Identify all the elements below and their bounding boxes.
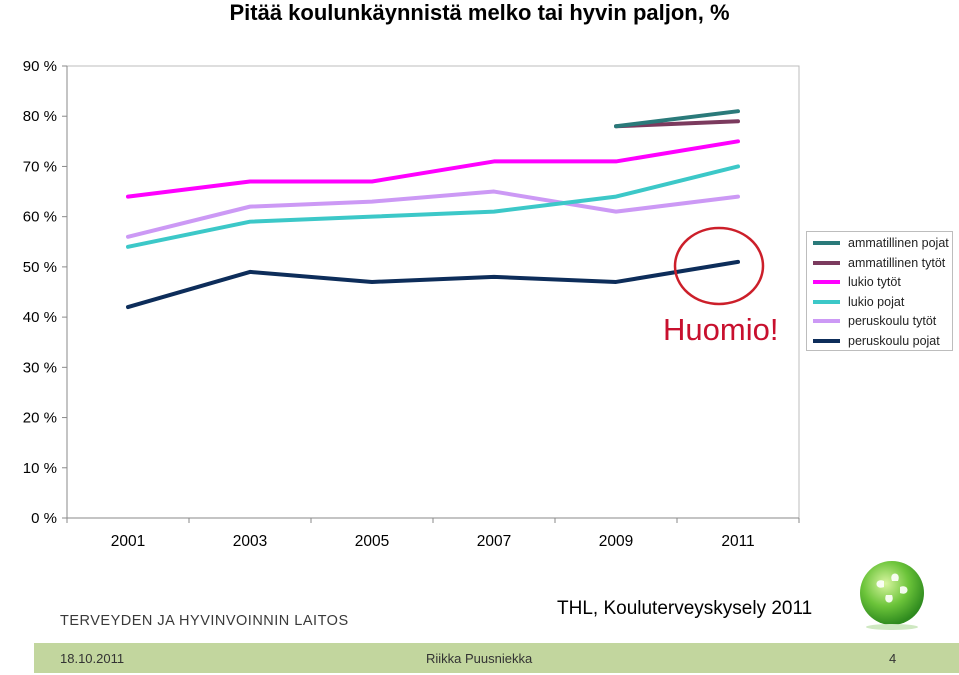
footer-author: Riikka Puusniekka bbox=[426, 651, 533, 666]
legend-swatch bbox=[813, 299, 840, 304]
annotation-text: Huomio! bbox=[663, 312, 779, 347]
legend-swatch bbox=[813, 260, 840, 265]
y-tick-label: 20 % bbox=[23, 410, 57, 427]
line-chart: 0 % 10 % 20 % 30 % 40 % 50 % 60 % 70 % 80 % 90 % 2… bbox=[23, 58, 800, 550]
chart-legend: ammatillinen pojat ammatillinen tytöt luki… bbox=[806, 231, 953, 351]
legend-label: peruskoulu tytöt bbox=[848, 314, 937, 329]
legend-item: peruskoulu tytöt bbox=[813, 312, 936, 330]
x-tick-label: 2005 bbox=[355, 533, 389, 550]
footer-bar: 18.10.2011 Riikka Puusniekka 4 bbox=[34, 643, 959, 673]
y-tick-label: 90 % bbox=[23, 58, 57, 75]
series-line bbox=[614, 109, 740, 129]
series-line bbox=[126, 189, 740, 239]
legend-label: lukio pojat bbox=[848, 294, 905, 309]
x-tick-label: 2007 bbox=[477, 533, 511, 550]
x-tick-label: 2011 bbox=[721, 533, 754, 550]
series-line bbox=[126, 259, 740, 310]
legend-item: peruskoulu pojat bbox=[813, 332, 940, 350]
y-tick-label: 60 % bbox=[23, 209, 57, 226]
legend-label: lukio tytöt bbox=[848, 275, 901, 290]
y-tick-label: 0 % bbox=[31, 510, 57, 527]
legend-swatch bbox=[813, 241, 840, 245]
y-tick-label: 70 % bbox=[23, 158, 57, 175]
legend-item: lukio pojat bbox=[813, 293, 904, 311]
x-tick-label: 2009 bbox=[599, 533, 633, 550]
legend-swatch bbox=[813, 280, 840, 285]
annotation-circle bbox=[673, 226, 765, 306]
series-line bbox=[126, 164, 740, 249]
y-tick-label: 80 % bbox=[23, 108, 57, 125]
organization-name: TERVEYDEN JA HYVINVOINNIN LAITOS bbox=[60, 613, 349, 629]
y-tick-label: 40 % bbox=[23, 309, 57, 326]
series-line bbox=[126, 139, 740, 199]
y-tick-label: 50 % bbox=[23, 259, 57, 276]
y-tick-label: 30 % bbox=[23, 359, 57, 376]
footer-date: 18.10.2011 bbox=[60, 651, 125, 666]
x-tick-label: 2003 bbox=[233, 533, 267, 550]
legend-item: ammatillinen tytöt bbox=[813, 254, 945, 272]
x-tick-label: 2001 bbox=[111, 533, 145, 550]
legend-swatch bbox=[813, 339, 840, 343]
y-tick-label: 10 % bbox=[23, 460, 57, 477]
page-number: 4 bbox=[889, 651, 897, 666]
source-caption: THL, Kouluterveyskysely 2011 bbox=[557, 598, 813, 619]
legend-item: lukio tytöt bbox=[813, 273, 901, 291]
legend-item: ammatillinen pojat bbox=[813, 234, 949, 252]
thl-logo-icon bbox=[860, 561, 924, 630]
legend-label: ammatillinen tytöt bbox=[848, 255, 946, 270]
legend-label: ammatillinen pojat bbox=[848, 236, 949, 250]
legend-label: peruskoulu pojat bbox=[848, 334, 940, 348]
chart-title: Pitää koulunkäynnistä melko tai hyvin pa… bbox=[229, 0, 730, 25]
legend-swatch bbox=[813, 319, 840, 324]
